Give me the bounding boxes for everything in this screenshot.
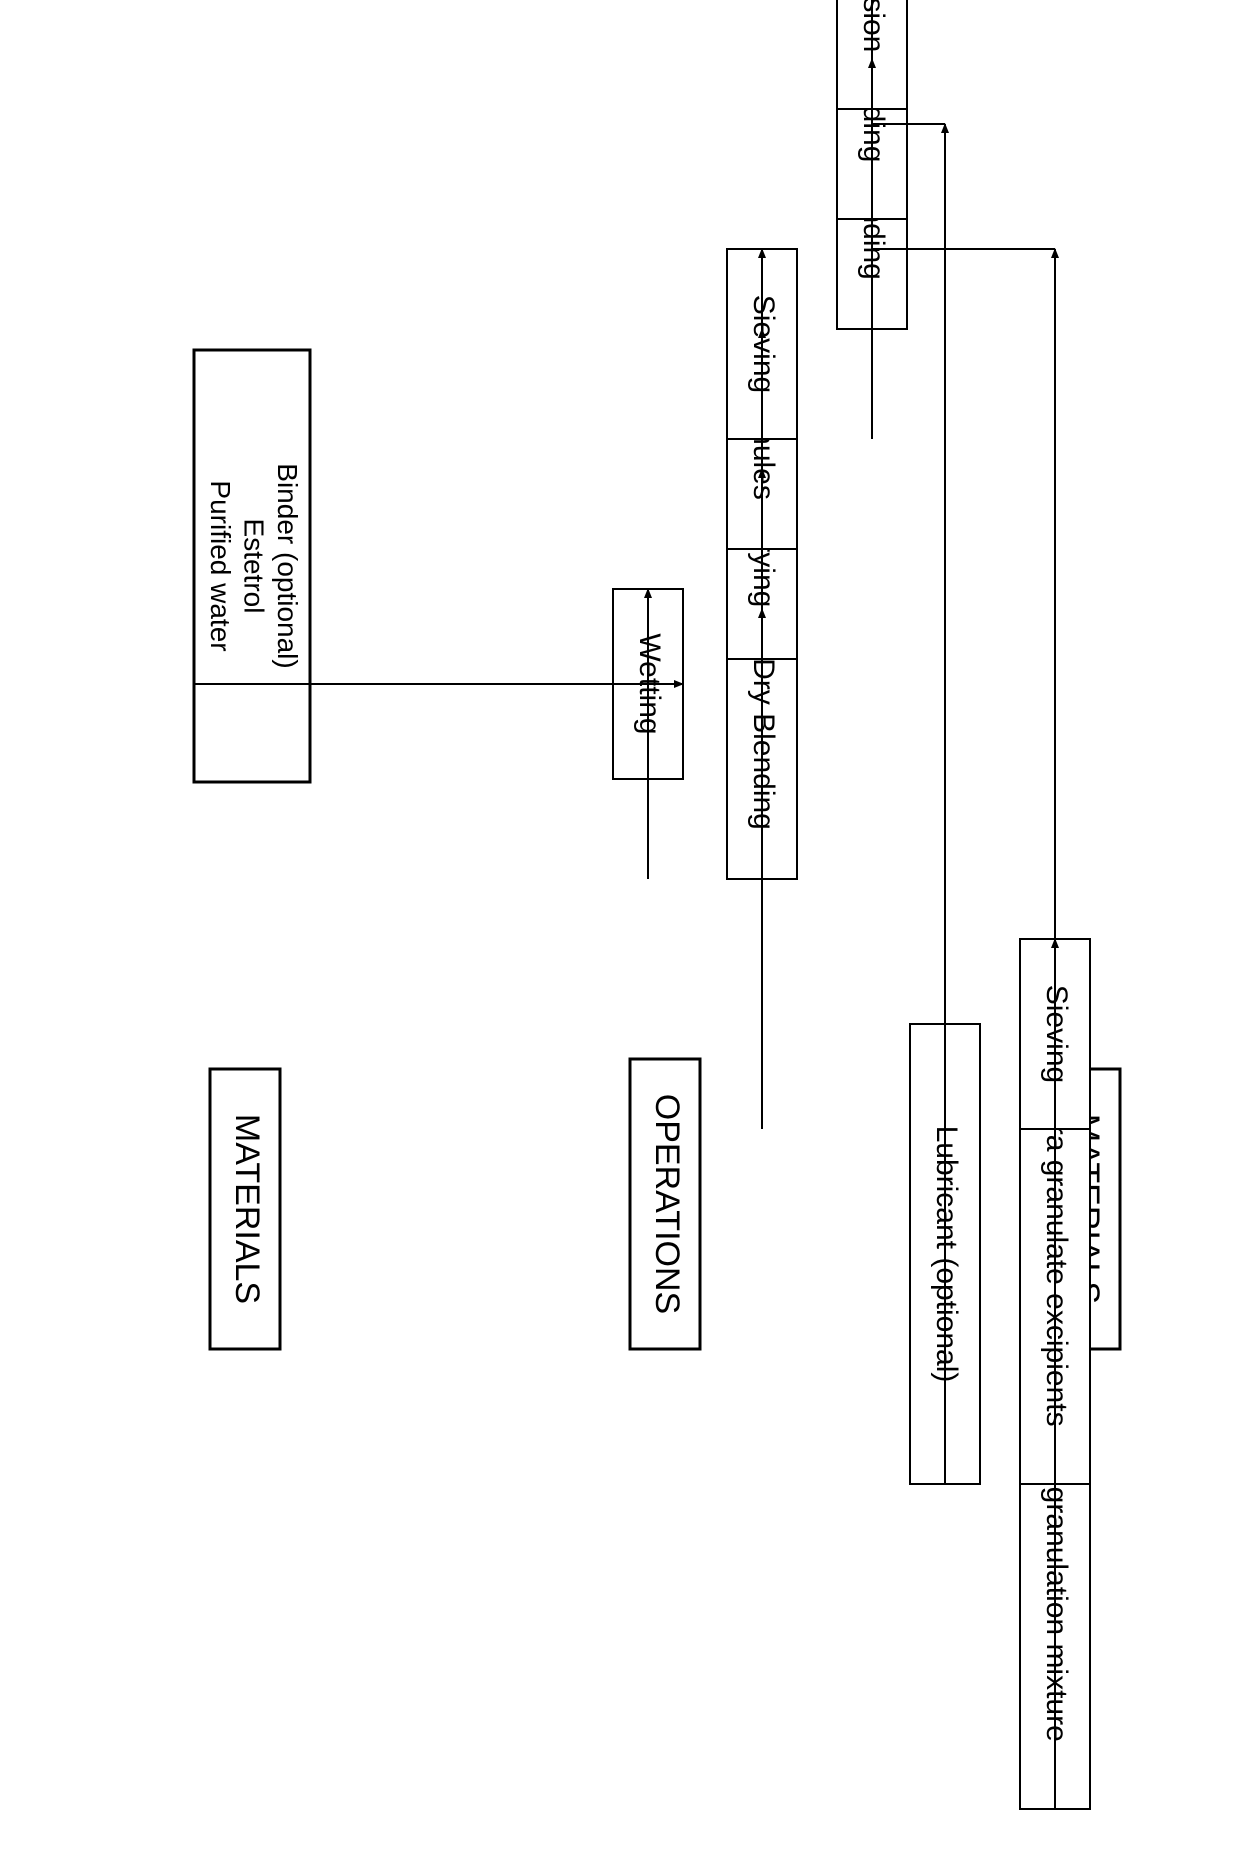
svg-text:Extra granulate excipients: Extra granulate excipients xyxy=(1040,1081,1073,1426)
header-operations: OPERATIONS xyxy=(630,1059,700,1349)
header-materials-left: MATERIALS xyxy=(210,1069,280,1349)
svg-text:Lubricant (optional): Lubricant (optional) xyxy=(930,1126,963,1383)
svg-text:Sieving: Sieving xyxy=(1040,985,1073,1083)
svg-text:Estetrol: Estetrol xyxy=(239,519,270,614)
svg-text:MATERIALS: MATERIALS xyxy=(228,1114,266,1304)
svg-text:Sieving: Sieving xyxy=(747,295,780,393)
svg-text:Compression: Compression xyxy=(857,0,890,52)
svg-text:Binder (optional): Binder (optional) xyxy=(272,463,303,668)
svg-text:Purified water: Purified water xyxy=(205,480,236,651)
svg-text:OPERATIONS: OPERATIONS xyxy=(648,1094,686,1314)
material-binder: Binder (optional)EstetrolPurified water xyxy=(194,350,310,782)
svg-text:Dry Blending: Dry Blending xyxy=(747,658,780,830)
